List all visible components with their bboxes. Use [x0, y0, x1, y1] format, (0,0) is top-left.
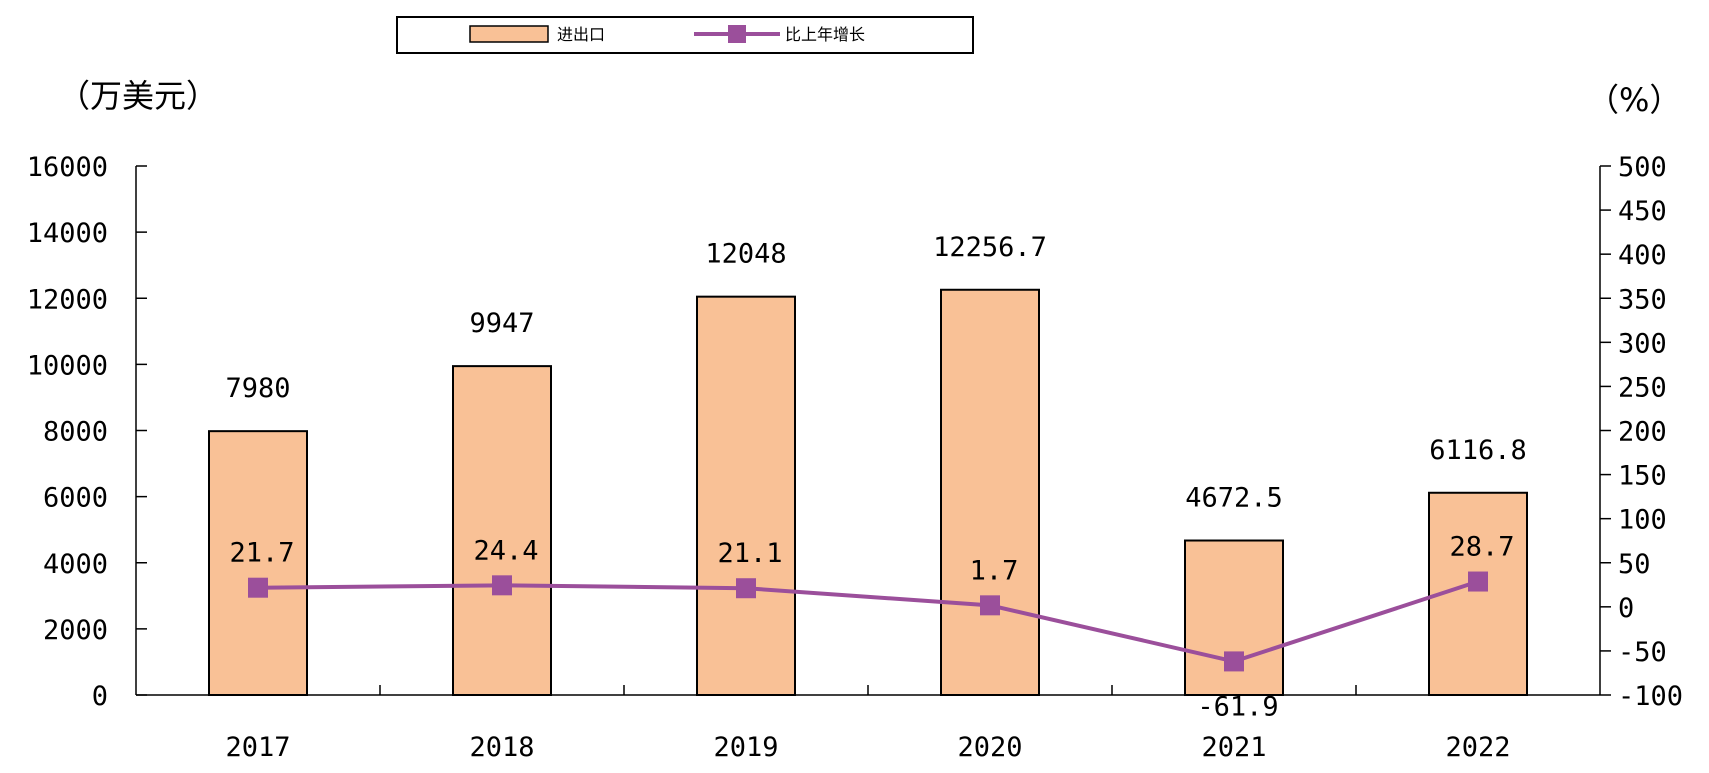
- right-axis-tick-label: 50: [1618, 549, 1651, 580]
- left-axis-tick-label: 6000: [43, 483, 108, 514]
- left-axis-tick-label: 8000: [43, 417, 108, 448]
- right-axis-tick-label: 400: [1618, 240, 1667, 271]
- growth-value-label: -61.9: [1197, 691, 1278, 722]
- bar: [208, 430, 308, 696]
- x-axis-tick-label: 2019: [713, 732, 778, 763]
- growth-marker: [248, 577, 268, 598]
- left-axis-tick-label: 2000: [43, 615, 108, 646]
- bar-value-label: 12256.7: [933, 232, 1047, 263]
- bar: [1184, 539, 1284, 696]
- right-axis-tick-label: 100: [1618, 505, 1667, 536]
- bar: [452, 365, 552, 696]
- bar: [696, 295, 796, 696]
- growth-value-label: 1.7: [970, 555, 1019, 586]
- legend: 进出口 比上年增长: [396, 16, 974, 54]
- right-axis-tick-label: 150: [1618, 461, 1667, 492]
- bar-value-label: 9947: [469, 308, 534, 339]
- left-axis-tick-label: 10000: [27, 350, 108, 381]
- right-axis-tick-label: 500: [1618, 152, 1667, 183]
- growth-line: [257, 579, 1479, 664]
- growth-value-label: 28.7: [1449, 532, 1514, 563]
- left-axis-tick-label: 14000: [27, 218, 108, 249]
- bar-value-label: 7980: [225, 373, 290, 404]
- right-axis-tick-label: -100: [1618, 681, 1683, 712]
- axes: 0200040006000800010000120001400016000-10…: [27, 152, 1683, 763]
- growth-marker: [736, 578, 756, 599]
- x-axis-tick-label: 2018: [469, 732, 534, 763]
- right-axis-tick-label: 250: [1618, 372, 1667, 403]
- right-axis-tick-label: 0: [1618, 593, 1634, 624]
- bar: [940, 288, 1040, 696]
- bar-value-label: 4672.5: [1185, 483, 1283, 514]
- right-axis-unit: （%）: [1587, 81, 1681, 119]
- left-axis-tick-label: 12000: [27, 284, 108, 315]
- x-axis-tick-label: 2017: [225, 732, 290, 763]
- growth-marker: [980, 595, 1000, 616]
- right-axis-tick-label: 350: [1618, 284, 1667, 315]
- growth-value-label: 21.1: [717, 538, 782, 569]
- bar-value-label: 12048: [705, 239, 786, 270]
- legend-swatch-bar: [469, 25, 549, 43]
- right-axis-tick-label: -50: [1618, 637, 1667, 668]
- bars: [208, 288, 1528, 696]
- x-axis-tick-label: 2022: [1445, 732, 1510, 763]
- legend-swatch-marker: [728, 25, 746, 43]
- growth-marker: [1468, 571, 1488, 592]
- growth-marker: [492, 575, 512, 596]
- right-axis-tick-label: 450: [1618, 196, 1667, 227]
- legend-label-bar: 进出口: [557, 25, 605, 44]
- legend-label-line: 比上年增长: [785, 25, 865, 44]
- right-axis-tick-label: 300: [1618, 328, 1667, 359]
- left-axis-tick-label: 4000: [43, 549, 108, 580]
- left-axis-unit: （万美元）: [58, 77, 218, 115]
- right-axis-tick-label: 200: [1618, 417, 1667, 448]
- growth-value-label: 24.4: [473, 535, 538, 566]
- line-series: [248, 571, 1488, 672]
- growth-value-label: 21.7: [229, 538, 294, 569]
- x-axis-tick-label: 2021: [1201, 732, 1266, 763]
- x-axis-tick-label: 2020: [957, 732, 1022, 763]
- line-labels: 21.7 24.4 21.1 1.7 -61.9 28.7: [229, 532, 1514, 723]
- bar-value-label: 6116.8: [1429, 435, 1527, 466]
- growth-marker: [1224, 651, 1244, 672]
- left-axis-tick-label: 0: [92, 681, 108, 712]
- bar-labels: 7980 9947 12048 12256.7 4672.5 6116.8: [225, 232, 1526, 514]
- left-axis-tick-label: 16000: [27, 152, 108, 183]
